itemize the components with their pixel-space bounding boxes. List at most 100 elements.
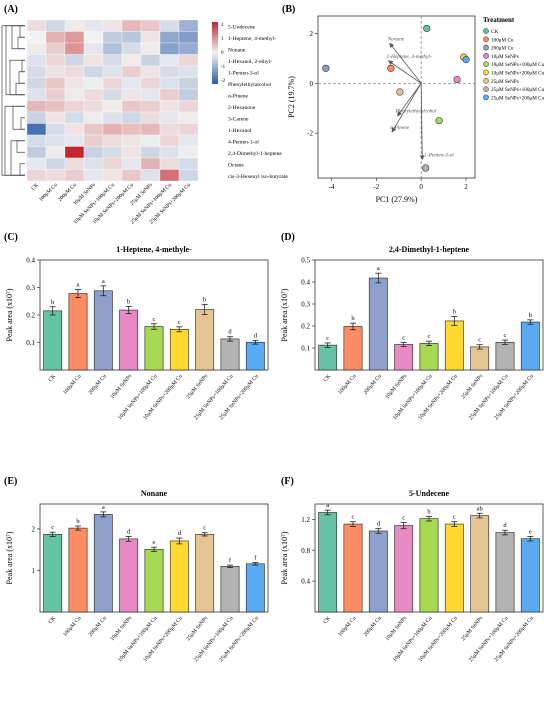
dendrogram-branch — [17, 36, 25, 50]
legend-title: Treatment — [483, 16, 515, 24]
pca-panel: (B) -4 -2 0 2 2 0 -2 PC1 (27.9%) PC2 (19.7%) Nonan… — [280, 0, 550, 215]
heatmap-cell — [83, 146, 104, 159]
heatmap-cell — [64, 88, 85, 101]
dendrogram-branch — [20, 117, 25, 130]
x-tick-label: 2 — [464, 183, 468, 191]
heatmap-cell — [178, 65, 199, 78]
heatmap-cell — [140, 88, 161, 101]
category-label: 25μM SeNPs — [185, 615, 209, 642]
heatmap-cell — [178, 88, 199, 101]
heatmap-cell — [64, 134, 85, 147]
heatmap-cell — [45, 157, 66, 170]
y-tick-label: 0 — [310, 80, 314, 88]
heatmap-cell — [121, 88, 142, 101]
compound-label: 1-Heptene, 4-methyl- — [228, 36, 276, 42]
y-tick-label: 0.2 — [301, 323, 310, 331]
bar — [394, 344, 414, 371]
legend-label: 25μM SeNPs+200μM Cu — [491, 95, 545, 101]
bar — [144, 548, 164, 613]
heatmap-cell — [64, 42, 85, 55]
category-label: 200μM Cu — [363, 373, 383, 396]
y-axis-label: Peak area (x10⁷) — [280, 288, 289, 341]
category-label: 10μM SeNPs — [384, 373, 408, 400]
bar — [144, 326, 164, 371]
bar — [318, 512, 338, 613]
category-label: 200μM Cu — [363, 615, 383, 638]
loading-label: α-Pinene — [390, 125, 410, 131]
heatmap-cell — [159, 54, 180, 67]
heatmap-cell — [26, 65, 47, 78]
heatmap-cell — [121, 100, 142, 113]
heatmap-cell — [26, 77, 47, 90]
legend-swatch — [483, 86, 489, 92]
y-tick-label: -2 — [307, 130, 313, 138]
y-axis-label: Peak area (x10⁷) — [280, 531, 289, 584]
heatmap-cell — [178, 77, 199, 90]
chart-title: Nonane — [141, 489, 168, 498]
heatmap-cell — [121, 157, 142, 170]
heatmap-cell — [178, 54, 199, 67]
legend-label: 100μM Cu — [491, 37, 514, 43]
heatmap-cell — [121, 111, 142, 124]
heatmap-cell — [26, 111, 47, 124]
panel-label: (F) — [281, 476, 294, 487]
category-label: CK — [48, 615, 58, 625]
chart-title: 1-Heptene, 4-methyle- — [116, 245, 192, 254]
loading-label: Nonane — [387, 36, 405, 42]
heatmap-cell — [178, 146, 199, 159]
significance-letter: d — [178, 530, 182, 537]
y-tick-label: 0.8 — [301, 547, 310, 555]
heatmap-cell — [26, 157, 47, 170]
category-label: 100μM Cu — [62, 615, 82, 638]
bar — [444, 523, 464, 613]
treatment-label: CK — [30, 182, 40, 192]
category-label: 100μM Cu — [337, 615, 357, 638]
heatmap-cell — [102, 77, 123, 90]
legend-label: 10μM SeNPs+100μM Cu — [491, 62, 545, 68]
heatmap-cell — [64, 31, 85, 44]
color-legend-tick: -2 — [221, 79, 226, 84]
heatmap-cell — [26, 169, 47, 182]
treatment-label: 100μM Cu — [38, 182, 59, 203]
color-legend-bar — [212, 22, 218, 84]
legend-label: 25μM SeNPs+100μM Cu — [491, 87, 545, 93]
heatmap-cell — [159, 77, 180, 90]
heatmap-cell — [140, 31, 161, 44]
category-label: 25μM SeNPs — [185, 373, 209, 400]
bar — [520, 321, 540, 371]
heatmap-cell — [178, 123, 199, 136]
heatmap-cell — [159, 157, 180, 170]
category-label: 200μM Cu — [88, 615, 108, 638]
y-tick-label: 0.5 — [301, 257, 310, 265]
bar — [470, 346, 490, 371]
compound-label: 2,4-Dimethyl-1-heptene — [228, 151, 282, 157]
y-tick-label: 2 — [310, 30, 314, 38]
dendrogram-branch — [1, 25, 25, 176]
heatmap-cell — [26, 54, 47, 67]
heatmap-cell — [45, 134, 66, 147]
significance-letter: e — [153, 539, 156, 546]
row-dendrogram — [1, 25, 25, 176]
heatmap-cell — [64, 65, 85, 78]
legend-label: 25μM SeNPs — [491, 79, 519, 85]
legend-label: 10μM SeNPs — [491, 54, 519, 60]
score-point — [387, 64, 395, 72]
heatmap-cell — [64, 77, 85, 90]
pca-svg: (B) -4 -2 0 2 2 0 -2 PC1 (27.9%) PC2 (19.7%) Nonan… — [282, 4, 545, 204]
heatmap-cell — [159, 88, 180, 101]
bar — [93, 290, 113, 371]
score-point — [396, 88, 404, 96]
significance-letter: a — [102, 278, 105, 285]
y-axis-label: Peak area (x10⁷) — [5, 531, 14, 584]
heatmap-cell — [121, 19, 142, 32]
y-tick-label: 0.4 — [301, 578, 310, 586]
bar — [419, 343, 439, 371]
heatmap-cell — [140, 134, 161, 147]
heatmap-cell — [83, 42, 104, 55]
dendrogram-branch — [9, 59, 25, 96]
bar-panel-e: (E) Nonane 1 2 Peak area (x10⁷) c CK b 100μM Cu a… — [0, 472, 275, 710]
bar — [68, 293, 88, 371]
compound-label: 1-Hexanol — [228, 128, 252, 134]
bar-panel-f: (F) 5-Undecene 0.4 0.8 1.2 Peak area (x10⁷) a C… — [275, 472, 550, 710]
y-axis-label: PC2 (19.7%) — [287, 76, 296, 118]
